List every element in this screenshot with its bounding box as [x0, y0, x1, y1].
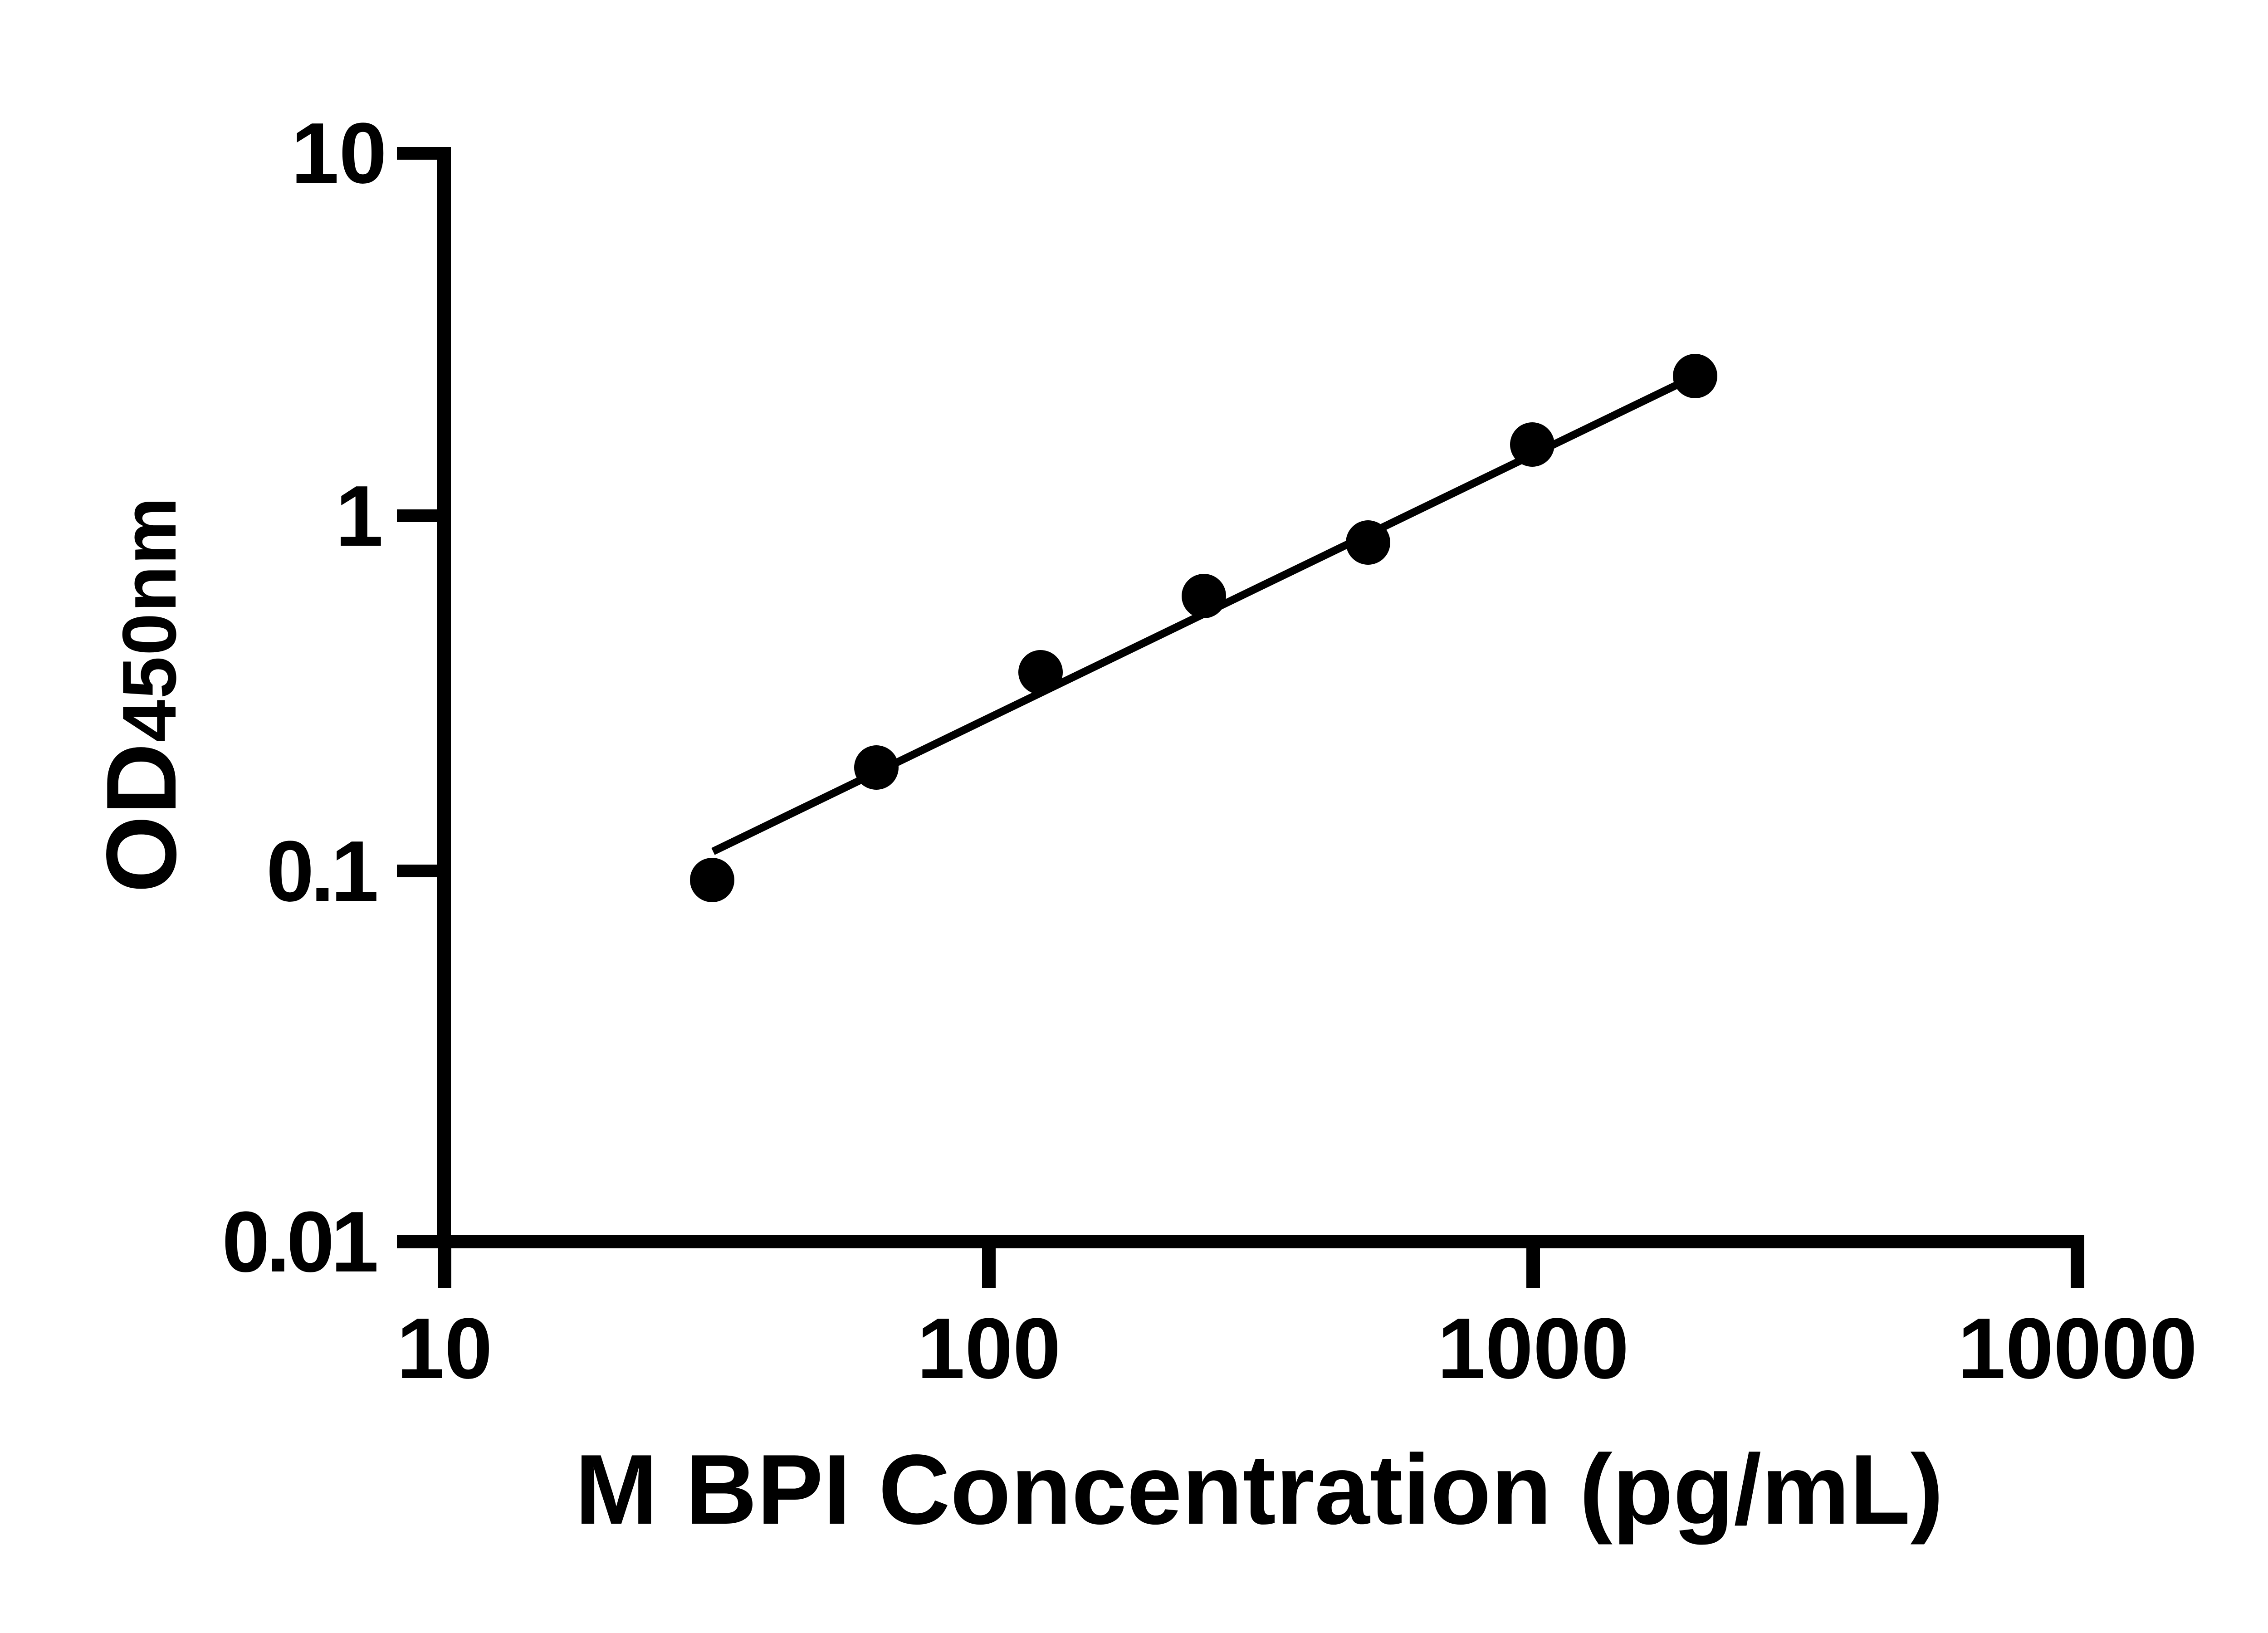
svg-text:100: 100	[917, 1301, 1061, 1397]
svg-text:0.01: 0.01	[222, 1194, 376, 1290]
svg-text:0.1: 0.1	[266, 823, 376, 919]
svg-text:10: 10	[291, 105, 387, 201]
svg-text:1000: 1000	[1437, 1301, 1629, 1397]
svg-text:10: 10	[396, 1301, 492, 1397]
svg-text:10000: 10000	[1958, 1301, 2197, 1397]
svg-text:OD450nm: OD450nm	[86, 496, 197, 893]
svg-text:1: 1	[335, 468, 383, 564]
svg-text:M BPI Concentration (pg/mL): M BPI Concentration (pg/mL)	[575, 1434, 1943, 1545]
